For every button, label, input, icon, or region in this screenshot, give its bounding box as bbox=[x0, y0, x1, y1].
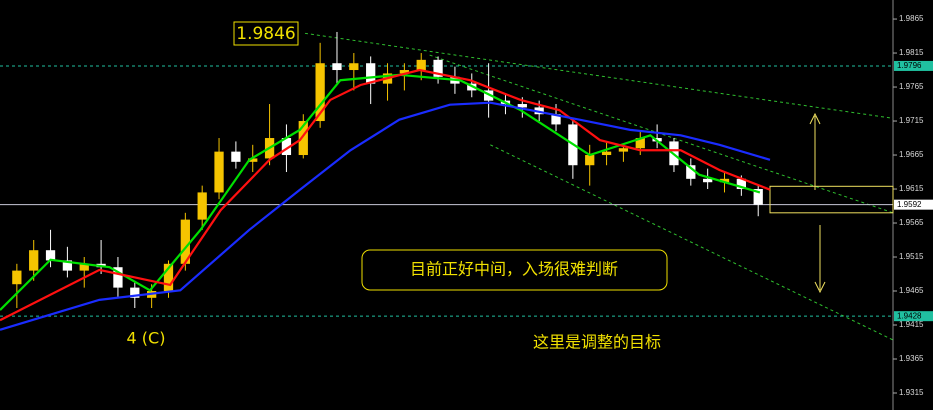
candle-body bbox=[45, 250, 56, 261]
y-tick-label: 1.9715 bbox=[899, 116, 924, 125]
y-tick-label: 1.9315 bbox=[899, 388, 924, 397]
candle-body bbox=[618, 148, 629, 152]
candle-body bbox=[601, 151, 612, 156]
note-box bbox=[361, 249, 668, 291]
candle-body bbox=[12, 270, 22, 285]
target-zone bbox=[769, 185, 894, 214]
candle-body bbox=[130, 287, 140, 298]
candle-body bbox=[332, 63, 342, 71]
candle-body bbox=[433, 59, 443, 77]
y-tick-label: 1.9415 bbox=[899, 320, 924, 329]
candle-body bbox=[163, 263, 174, 292]
y-tick-label: 1.9815 bbox=[899, 48, 924, 57]
target-note: 这里是调整的目标 bbox=[533, 333, 661, 352]
candle-body bbox=[214, 151, 224, 193]
wave-label: 4 (C) bbox=[127, 329, 166, 348]
y-tick-label: 1.9615 bbox=[899, 184, 924, 193]
candle-body bbox=[29, 250, 39, 271]
y-tick-label: 1.9665 bbox=[899, 150, 924, 159]
y-tick-label: 1.9765 bbox=[899, 82, 924, 91]
moving-average bbox=[0, 101, 771, 331]
price-tag bbox=[894, 199, 933, 210]
candle-body bbox=[197, 192, 207, 220]
y-tick-label: 1.9515 bbox=[899, 252, 924, 261]
price-tag-label: 1.9428 bbox=[897, 311, 922, 320]
trend-line bbox=[490, 144, 894, 341]
candle-body bbox=[585, 155, 595, 166]
candle-body bbox=[686, 165, 696, 179]
y-tick-label: 1.9565 bbox=[899, 218, 924, 227]
candle-body bbox=[349, 63, 359, 71]
candle-body bbox=[315, 63, 325, 122]
candle-body bbox=[551, 114, 561, 125]
y-tick-label: 1.9465 bbox=[899, 286, 924, 295]
candle-body bbox=[517, 104, 527, 108]
candle-body bbox=[703, 178, 713, 183]
y-tick-label: 1.9365 bbox=[899, 354, 924, 363]
arrows bbox=[809, 112, 826, 294]
candle-body bbox=[736, 178, 746, 190]
candle-body bbox=[180, 219, 190, 264]
candle-body bbox=[79, 263, 89, 271]
price-tag bbox=[894, 60, 933, 71]
candle-body bbox=[281, 138, 292, 156]
candle-body bbox=[366, 63, 376, 84]
candle-body bbox=[298, 121, 308, 156]
candle-body bbox=[635, 138, 645, 149]
candle-body bbox=[113, 267, 123, 288]
note-text: 目前正好中间，入场很难判断 bbox=[410, 260, 618, 279]
y-tick-label: 1.9865 bbox=[899, 14, 924, 23]
plot: 1.9865 1.9815 1.9765 1.9715 1.9665 1.9615 1.95… bbox=[0, 14, 924, 397]
price-tag bbox=[894, 311, 933, 322]
price-tag-label: 1.9796 bbox=[897, 61, 922, 70]
candle-body bbox=[399, 70, 410, 74]
candle-body bbox=[753, 189, 763, 205]
candle-body bbox=[62, 260, 73, 271]
candle-body bbox=[416, 59, 426, 71]
high-label: 1.9846 bbox=[236, 24, 295, 44]
candle-body bbox=[231, 151, 241, 162]
high-box bbox=[233, 21, 299, 46]
moving-average bbox=[0, 68, 771, 322]
price-tag-label: 1.9592 bbox=[897, 200, 922, 209]
candle-body bbox=[248, 158, 258, 162]
candle-body bbox=[719, 178, 730, 183]
